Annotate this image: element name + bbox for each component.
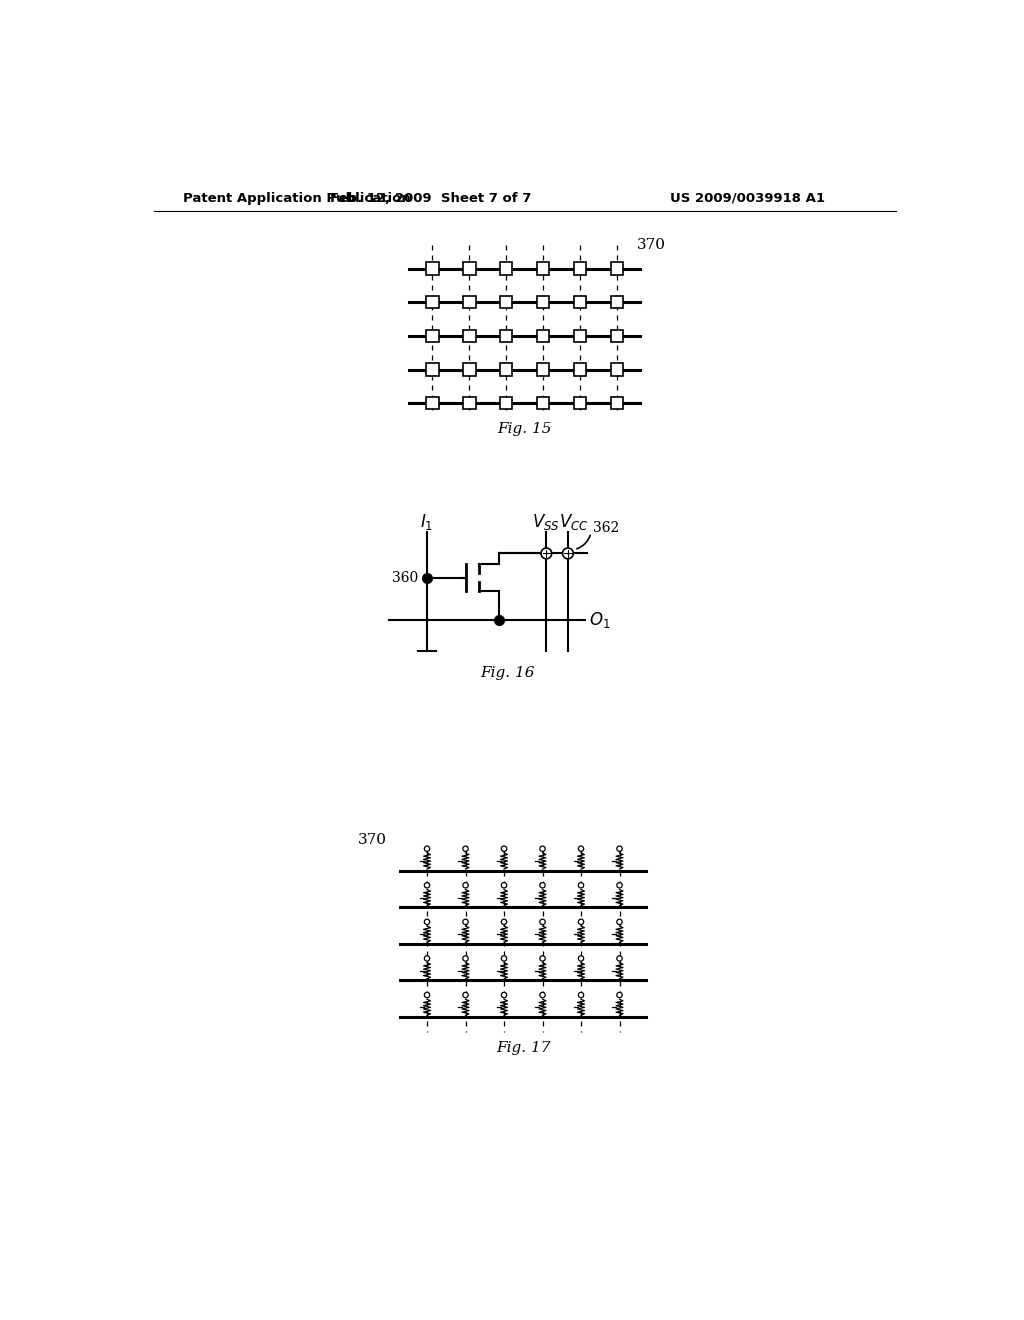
Bar	[574, 296, 587, 309]
Circle shape	[579, 883, 584, 888]
Circle shape	[502, 883, 507, 888]
Circle shape	[540, 993, 545, 998]
Circle shape	[502, 846, 507, 851]
Text: 362: 362	[593, 521, 620, 535]
Circle shape	[463, 846, 468, 851]
Text: $V_{SS}$: $V_{SS}$	[532, 512, 560, 532]
Circle shape	[579, 919, 584, 924]
Bar	[574, 330, 587, 342]
Bar	[611, 330, 624, 342]
Bar	[463, 330, 475, 342]
Text: $I_1$: $I_1$	[421, 512, 433, 532]
Bar	[500, 263, 512, 275]
Bar	[500, 296, 512, 309]
Bar	[463, 397, 475, 409]
Circle shape	[579, 846, 584, 851]
Bar	[538, 296, 550, 309]
Bar	[463, 363, 475, 376]
Text: Fig. 16: Fig. 16	[480, 665, 536, 680]
Bar	[538, 263, 550, 275]
Circle shape	[616, 993, 623, 998]
Circle shape	[540, 883, 545, 888]
Text: Fig. 15: Fig. 15	[498, 422, 552, 437]
Bar	[500, 397, 512, 409]
Circle shape	[502, 993, 507, 998]
Circle shape	[502, 919, 507, 924]
Text: Fig. 17: Fig. 17	[496, 1040, 551, 1055]
Bar	[463, 296, 475, 309]
Text: 360: 360	[391, 572, 418, 585]
Circle shape	[540, 919, 545, 924]
Bar	[463, 263, 475, 275]
Bar	[574, 363, 587, 376]
Circle shape	[463, 993, 468, 998]
Bar	[538, 363, 550, 376]
Circle shape	[616, 846, 623, 851]
Bar	[426, 363, 438, 376]
Circle shape	[562, 548, 573, 558]
Text: US 2009/0039918 A1: US 2009/0039918 A1	[670, 191, 824, 205]
Circle shape	[616, 956, 623, 961]
Bar	[538, 330, 550, 342]
Text: $O_1$: $O_1$	[589, 610, 610, 631]
Bar	[574, 397, 587, 409]
Circle shape	[502, 956, 507, 961]
Text: 370: 370	[637, 239, 666, 252]
Circle shape	[424, 993, 430, 998]
Bar	[426, 263, 438, 275]
Circle shape	[424, 919, 430, 924]
Circle shape	[540, 956, 545, 961]
Circle shape	[424, 846, 430, 851]
Bar	[538, 397, 550, 409]
Circle shape	[424, 883, 430, 888]
Text: Feb. 12, 2009  Sheet 7 of 7: Feb. 12, 2009 Sheet 7 of 7	[330, 191, 531, 205]
Circle shape	[463, 883, 468, 888]
Bar	[611, 296, 624, 309]
Circle shape	[463, 956, 468, 961]
Text: $V_{CC}$: $V_{CC}$	[559, 512, 589, 532]
Circle shape	[616, 883, 623, 888]
Circle shape	[463, 919, 468, 924]
Bar	[500, 363, 512, 376]
Bar	[426, 397, 438, 409]
Text: 370: 370	[357, 833, 387, 847]
Bar	[574, 263, 587, 275]
Circle shape	[579, 956, 584, 961]
Bar	[611, 397, 624, 409]
Bar	[611, 363, 624, 376]
Bar	[611, 263, 624, 275]
Circle shape	[540, 846, 545, 851]
Bar	[426, 330, 438, 342]
Circle shape	[616, 919, 623, 924]
Bar	[426, 296, 438, 309]
Circle shape	[424, 956, 430, 961]
Circle shape	[541, 548, 552, 558]
Circle shape	[579, 993, 584, 998]
Bar	[500, 330, 512, 342]
Text: Patent Application Publication: Patent Application Publication	[183, 191, 411, 205]
